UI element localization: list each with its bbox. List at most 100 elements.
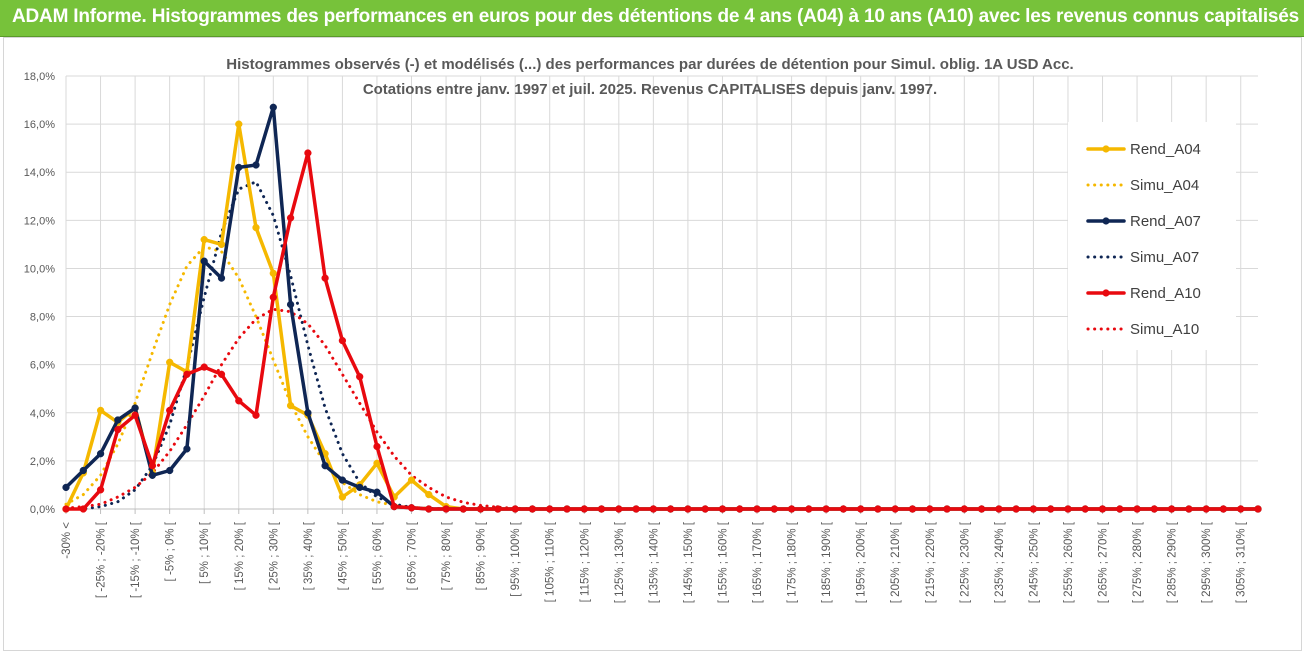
y-tick-label: 2,0%: [30, 456, 55, 468]
data-point-rend-a07: [96, 450, 105, 458]
data-point-rend-a10: [805, 505, 813, 513]
series-line-simu-a10: [64, 307, 1260, 511]
data-point-rend-a07: [62, 483, 70, 492]
x-tick-label: [ 185% ; 190% [: [821, 521, 833, 603]
data-point-rend-a10: [1098, 505, 1107, 513]
data-point-rend-a10: [96, 486, 105, 494]
data-point-rend-a10: [200, 363, 208, 371]
data-point-rend-a10: [1150, 505, 1158, 513]
data-point-rend-a10: [1029, 505, 1038, 513]
y-axis: 0,0% 2,0% 4,0% 6,0% 8,0% 10,0% 12,0% 14,0% 16,0%…: [24, 71, 55, 516]
data-point-rend-a04: [269, 269, 277, 277]
report-title: ADAM Informe. Histogrammes des performan…: [12, 6, 1300, 27]
data-point-rend-a10: [131, 411, 139, 419]
data-point-rend-a10: [304, 149, 312, 157]
data-point-rend-a10: [701, 505, 709, 513]
x-tick-label: [ 85% ; 90% [: [476, 521, 488, 590]
data-point-rend-a07: [269, 103, 277, 111]
data-point-rend-a07: [304, 409, 312, 417]
y-tick-label: 8,0%: [30, 312, 55, 324]
y-tick-label: 10,0%: [24, 263, 55, 275]
x-tick-label: [ 295% ; 300% [: [1201, 521, 1213, 603]
data-point-rend-a07: [252, 161, 260, 169]
data-point-rend-a10: [476, 505, 485, 513]
x-tick-label: [ 55% ; 60% [: [372, 521, 384, 590]
x-tick-label: [ 195% ; 200% [: [856, 521, 868, 603]
series-layer: [62, 103, 1262, 513]
data-point-rend-a07: [356, 483, 364, 492]
data-point-rend-a10: [649, 505, 658, 513]
data-point-rend-a10: [926, 505, 934, 513]
data-point-rend-a10: [1116, 505, 1124, 513]
x-tick-label: [ 235% ; 240% [: [994, 521, 1006, 603]
y-tick-label: 6,0%: [30, 360, 55, 372]
legend-marker-rend-a04: [1102, 145, 1110, 153]
x-tick-label: [ 145% ; 150% [: [683, 521, 695, 603]
series-line-rend-a10: [64, 151, 1260, 511]
y-tick-label: 18,0%: [24, 71, 55, 83]
data-point-rend-a10: [1167, 505, 1176, 513]
data-point-rend-a10: [1064, 505, 1072, 513]
data-point-rend-a07: [131, 404, 139, 412]
data-point-rend-a07: [338, 476, 347, 484]
data-point-rend-a10: [373, 442, 381, 451]
data-point-rend-a10: [666, 505, 675, 513]
data-point-rend-a10: [563, 505, 571, 513]
data-point-rend-a07: [114, 416, 122, 424]
data-point-rend-a10: [787, 505, 796, 513]
data-point-rend-a07: [235, 163, 243, 172]
data-point-rend-a10: [1219, 505, 1228, 513]
legend-label-simu-a10: Simu_A10: [1130, 321, 1199, 338]
data-point-rend-a04: [252, 223, 260, 232]
data-point-rend-a04: [217, 240, 226, 249]
data-point-rend-a10: [183, 370, 191, 378]
x-tick-label: [ 175% ; 180% [: [787, 521, 799, 603]
x-tick-label: [ 65% ; 70% [: [407, 521, 419, 590]
data-point-rend-a10: [166, 406, 174, 415]
data-point-rend-a10: [874, 505, 882, 513]
x-tick-label: [ -25% ; -20% [: [96, 521, 108, 598]
data-point-rend-a10: [252, 411, 260, 419]
data-point-rend-a07: [166, 466, 174, 475]
data-point-rend-a10: [995, 505, 1003, 513]
x-tick-label: [ -5% ; 0% [: [165, 521, 177, 581]
x-tick-label: [ 205% ; 210% [: [890, 521, 902, 603]
x-tick-label: [ 265% ; 270% [: [1098, 521, 1110, 603]
x-tick-label: [ 245% ; 250% [: [1028, 521, 1040, 603]
data-point-rend-a10: [1133, 505, 1141, 513]
x-tick-label: -30% <: [61, 522, 73, 559]
legend-label-rend-a10: Rend_A10: [1130, 285, 1201, 302]
data-point-rend-a10: [148, 462, 157, 470]
legend-marker-rend-a07: [1102, 217, 1110, 225]
data-point-rend-a10: [1237, 505, 1245, 513]
x-tick-label: [ 305% ; 310% [: [1236, 521, 1248, 603]
data-point-rend-a10: [217, 370, 226, 378]
x-tick-label: [ 75% ; 80% [: [441, 521, 453, 590]
x-tick-label: [ 115% ; 120% [: [579, 521, 591, 602]
y-tick-label: 12,0%: [24, 215, 55, 227]
data-point-rend-a10: [684, 505, 692, 513]
legend-label-rend-a04: Rend_A04: [1130, 141, 1201, 158]
data-point-rend-a10: [580, 505, 588, 513]
y-tick-label: 16,0%: [24, 119, 55, 131]
data-point-rend-a10: [632, 505, 640, 513]
data-point-rend-a10: [597, 505, 606, 513]
data-point-rend-a10: [822, 505, 830, 513]
data-point-rend-a10: [857, 505, 865, 513]
data-point-rend-a10: [62, 505, 70, 513]
x-tick-label: [ 225% ; 230% [: [959, 521, 971, 603]
data-point-rend-a04: [407, 476, 416, 484]
data-point-rend-a04: [96, 406, 105, 415]
x-tick-label: [ 15% ; 20% [: [234, 521, 246, 590]
legend-background: [1068, 122, 1236, 350]
legend-marker-rend-a10: [1102, 289, 1110, 297]
data-point-rend-a07: [286, 300, 295, 309]
x-tick-label: [ 5% ; 10% [: [199, 521, 211, 584]
data-point-rend-a10: [615, 505, 623, 513]
data-point-rend-a10: [1254, 505, 1262, 513]
chart-subtitle: Cotations entre janv. 1997 et juil. 2025…: [363, 81, 937, 98]
data-point-rend-a10: [114, 425, 122, 434]
data-point-rend-a10: [356, 373, 364, 381]
